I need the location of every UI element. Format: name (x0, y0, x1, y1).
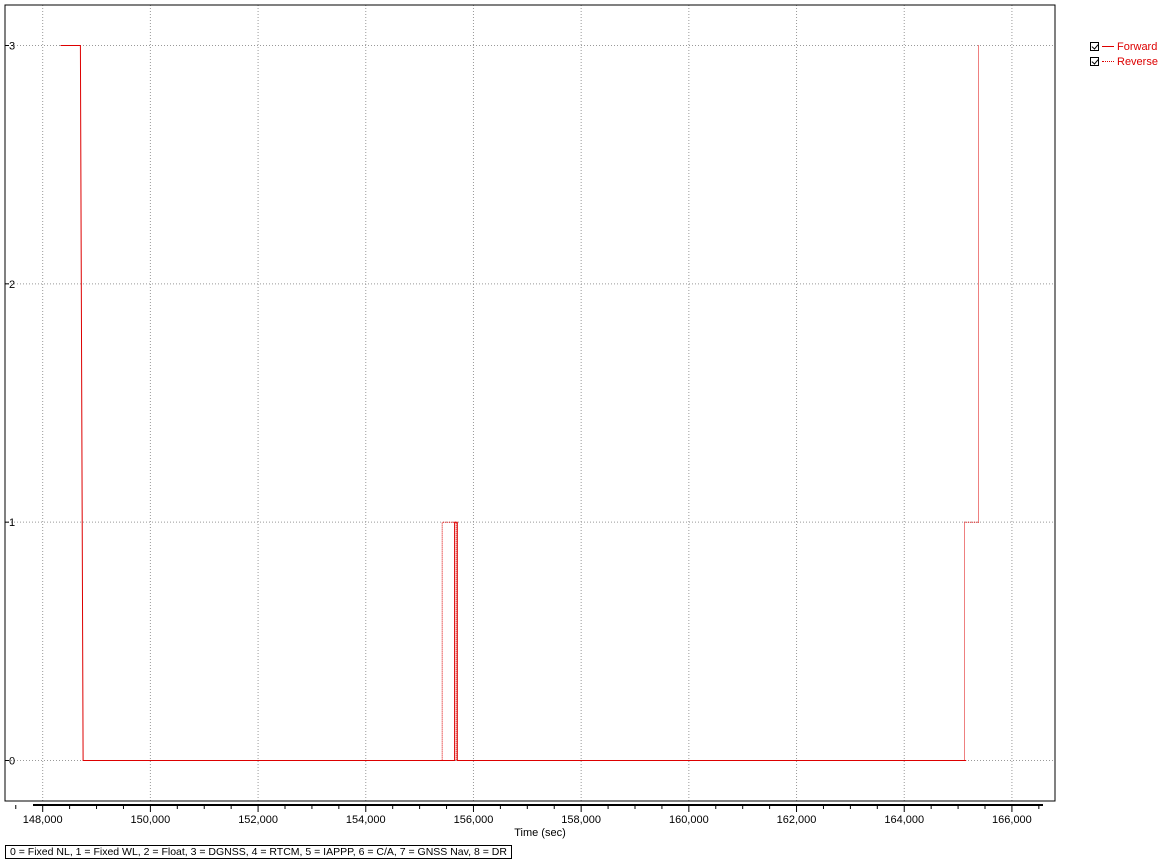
y-tick-label: 3 (9, 41, 15, 53)
checkbox-icon[interactable] (1090, 42, 1099, 51)
series-group (60, 45, 979, 761)
legend-label: Reverse (1117, 55, 1158, 68)
solution-type-key: 0 = Fixed NL, 1 = Fixed WL, 2 = Float, 3… (5, 845, 512, 859)
series-forward-line (60, 45, 967, 761)
y-axis: 0 1 2 3 (5, 41, 15, 767)
x-tick-label: 158,000 (561, 814, 601, 826)
x-tick-label: 154,000 (346, 814, 386, 826)
dotted-line-swatch (1102, 61, 1114, 62)
x-tick-label: 162,000 (777, 814, 817, 826)
y-tick-label: 0 (9, 755, 15, 767)
y-tick-label: 1 (9, 517, 15, 529)
x-tick-label: 156,000 (454, 814, 494, 826)
x-tick-label: 160,000 (669, 814, 709, 826)
legend-label: Forward (1117, 40, 1158, 53)
legend-item-reverse[interactable]: Reverse (1090, 54, 1164, 69)
x-tick-label: 152,000 (238, 814, 278, 826)
plot-area-border (4, 4, 1056, 802)
x-axis-title: Time (sec) (514, 827, 566, 839)
legend-item-forward[interactable]: Forward (1090, 39, 1164, 54)
x-axis: 148,000 150,000 152,000 154,000 156,000 158,0… (15, 804, 1043, 826)
grid (5, 5, 1055, 801)
x-tick-label: 164,000 (884, 814, 924, 826)
series-reverse-line (83, 45, 979, 761)
solid-line-swatch (1102, 46, 1114, 47)
legend: Forward Reverse (1090, 39, 1164, 69)
x-tick-label: 166,000 (992, 814, 1032, 826)
checkbox-icon[interactable] (1090, 57, 1099, 66)
x-tick-label: 148,000 (23, 814, 63, 826)
x-tick-label: 150,000 (131, 814, 171, 826)
y-tick-label: 2 (9, 279, 15, 291)
